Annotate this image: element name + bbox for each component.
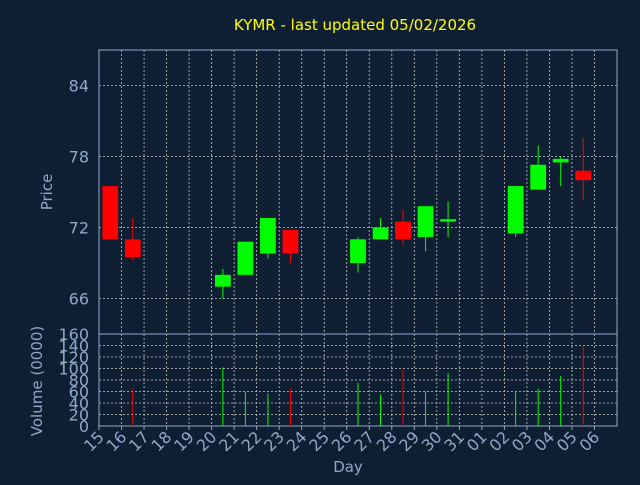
- volume-axis-label: Volume (0000): [28, 326, 46, 436]
- volume-tick-label: 80: [69, 371, 89, 390]
- price-tick-label: 78: [69, 148, 89, 167]
- price-panel-frame: [98, 49, 618, 335]
- candle-body: [102, 186, 119, 240]
- volume-tick-label: 60: [69, 383, 89, 402]
- candle-body: [282, 229, 299, 254]
- x-tick-label: 06: [575, 427, 603, 455]
- candle-body: [552, 158, 569, 163]
- volume-tick-label: 120: [58, 348, 89, 367]
- price-tick-label: 66: [69, 290, 89, 309]
- candle-body: [372, 227, 389, 240]
- candle-body: [260, 218, 276, 254]
- chart-title: KYMR - last updated 05/02/2026: [234, 16, 476, 34]
- volume-tick-label: 160: [58, 325, 89, 344]
- price-panel: 66 72 78 84: [69, 49, 618, 335]
- candle-body: [350, 239, 366, 263]
- candle-body: [124, 239, 141, 258]
- candle-body: [214, 274, 231, 287]
- volume-tick-label: 100: [58, 360, 89, 379]
- x-tick-labels: 1516171819202122232425262728293031010203…: [80, 426, 603, 455]
- volume-tick-label: 0: [79, 417, 89, 436]
- candle-body: [395, 221, 411, 240]
- volume-tick-label: 40: [69, 394, 89, 413]
- price-axis-label: Price: [38, 174, 56, 211]
- candle-body: [507, 186, 524, 234]
- candle-body: [440, 219, 456, 222]
- candle-body: [417, 206, 434, 237]
- price-tick-label: 72: [69, 219, 89, 238]
- price-tick-label: 84: [69, 77, 89, 96]
- candle-body: [575, 170, 592, 181]
- candle-body: [530, 164, 547, 190]
- volume-tick-label: 140: [58, 337, 89, 356]
- volume-tick-label: 20: [69, 406, 89, 425]
- candle-body: [237, 241, 254, 275]
- x-axis-label: Day: [333, 458, 363, 476]
